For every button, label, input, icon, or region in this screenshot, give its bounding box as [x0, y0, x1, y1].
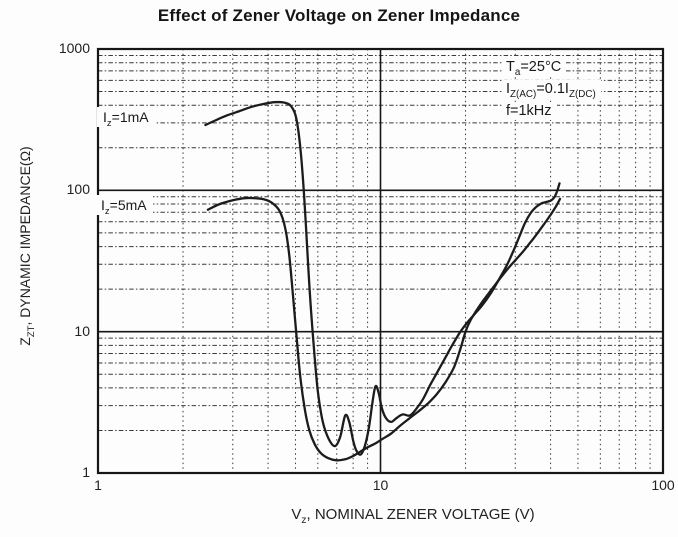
- plot-border-rect: [96, 47, 665, 475]
- x-tick-label: 100: [651, 477, 675, 493]
- plot-border: [96, 47, 665, 475]
- y-tick-label: 10: [74, 322, 90, 339]
- curve-label-iz-1ma: Iz=1mA: [97, 107, 155, 128]
- annotation-ac-current: IZ(AC)=0.1IZ(DC): [502, 80, 601, 99]
- test-conditions-annotation: Ta=25°C IZ(AC)=0.1IZ(DC) f=1kHz: [502, 58, 601, 124]
- x-axis-label: Vz, NOMINAL ZENER VOLTAGE (V): [291, 506, 535, 526]
- y-tick-label: 1000: [58, 40, 90, 56]
- x-tick-label: 1: [94, 477, 102, 493]
- curve-iz-1ma: [204, 100, 561, 456]
- data-curves: [204, 100, 562, 462]
- y-tick-label: 1: [82, 464, 90, 480]
- curve-iz-5ma: [206, 196, 562, 462]
- annotation-temperature: Ta=25°C: [502, 58, 567, 77]
- y-tick-label: 100: [66, 181, 90, 198]
- chart-title: Effect of Zener Voltage on Zener Impedan…: [157, 6, 521, 25]
- x-tick-label: 10: [372, 477, 389, 493]
- annotation-frequency: f=1kHz: [502, 102, 557, 120]
- curve-label-iz-5ma: Iz=5mA: [95, 195, 153, 216]
- y-axis-label: ZZT, DYNAMIC IMPEDANCE(Ω): [17, 146, 37, 346]
